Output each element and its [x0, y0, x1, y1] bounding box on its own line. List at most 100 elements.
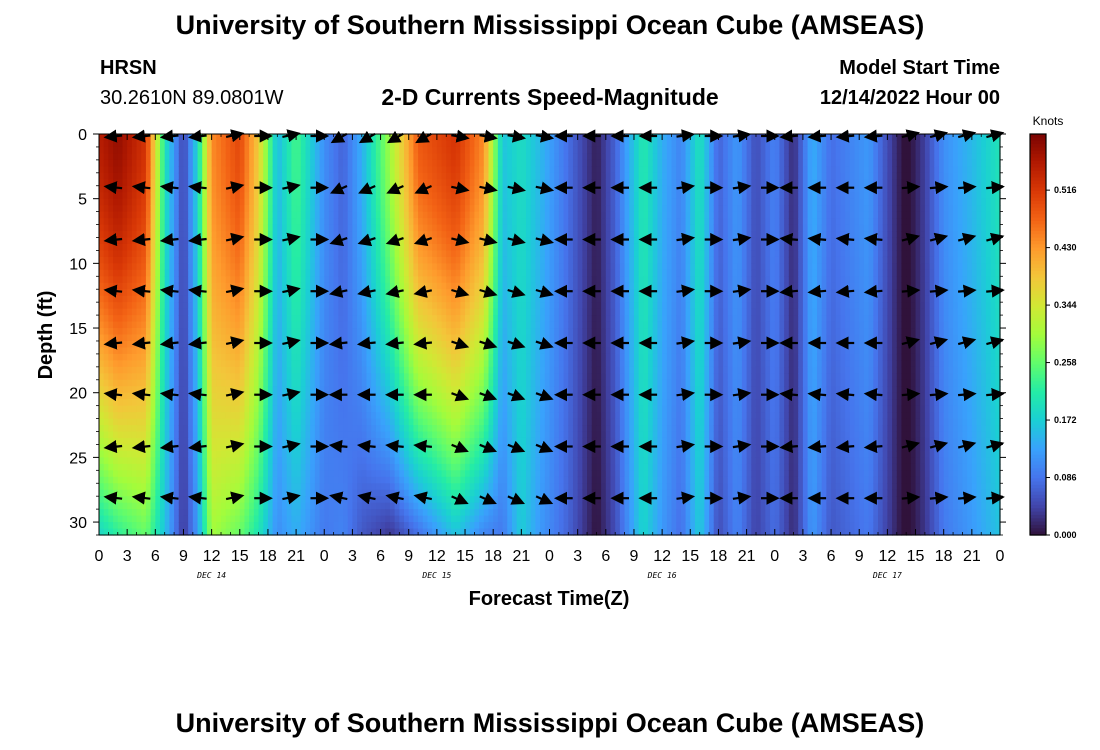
heat-cell — [211, 418, 217, 426]
heat-cell — [469, 340, 476, 349]
heat-cell — [113, 522, 119, 530]
heat-cell — [244, 340, 250, 349]
heat-cell — [436, 347, 443, 355]
heat-cell — [465, 476, 471, 484]
heat-cell — [202, 386, 208, 394]
heat-cell — [136, 353, 142, 361]
heat-cell — [422, 405, 429, 413]
heat-cell — [244, 502, 250, 510]
heat-cell — [141, 263, 147, 271]
heat-cell — [99, 295, 105, 303]
heat-cell — [155, 412, 161, 420]
heat-cell — [474, 328, 480, 336]
heat-cell — [178, 444, 185, 452]
heat-cell — [244, 289, 250, 297]
heat-cell — [117, 470, 124, 478]
heat-cell — [291, 522, 297, 530]
heat-cell — [324, 418, 330, 426]
heat-cell — [239, 172, 246, 180]
heat-cell — [211, 463, 217, 471]
heat-cell — [413, 153, 419, 161]
heat-cell — [103, 302, 109, 310]
heat-cell — [99, 509, 105, 517]
heat-cell — [450, 373, 457, 381]
heat-cell — [249, 496, 255, 504]
heat-cell — [272, 528, 278, 536]
heat-cell — [188, 373, 194, 381]
heat-cell — [160, 295, 166, 303]
heat-cell — [267, 321, 274, 329]
heat-cell — [305, 289, 311, 297]
heat-cell — [239, 470, 246, 478]
heat-cell — [239, 353, 246, 361]
heat-cell — [427, 140, 433, 148]
heat-cell — [117, 140, 124, 148]
heat-cell — [361, 502, 368, 510]
heat-cell — [314, 159, 321, 167]
heat-cell — [385, 373, 391, 381]
heat-cell — [202, 502, 208, 510]
heat-cell — [277, 243, 283, 252]
heat-cell — [216, 386, 222, 394]
heat-cell — [399, 146, 405, 155]
heat-cell — [385, 476, 391, 484]
heat-cell — [211, 528, 217, 536]
heat-cell — [141, 146, 147, 155]
heat-cell — [244, 231, 250, 239]
heat-cell — [160, 315, 166, 323]
heat-cell — [286, 437, 292, 446]
heat-cell — [296, 295, 302, 303]
heat-cell — [160, 153, 166, 161]
heat-cell — [150, 179, 156, 187]
heat-cell — [169, 366, 175, 374]
heat-cell — [141, 256, 147, 264]
heat-cell — [174, 334, 180, 342]
heat-cell — [244, 386, 250, 394]
heat-cell — [178, 379, 185, 387]
heat-cell — [418, 528, 424, 536]
heat-cell — [263, 276, 269, 284]
heat-cell — [310, 340, 316, 349]
heat-cell — [263, 153, 269, 161]
heat-cell — [446, 463, 452, 471]
heat-cell — [455, 146, 461, 155]
heat-cell — [460, 386, 466, 394]
heat-cell — [282, 509, 288, 517]
heat-cell — [422, 308, 429, 316]
heat-cell — [441, 522, 447, 530]
heat-cell — [469, 321, 476, 329]
heat-cell — [272, 256, 278, 264]
heat-cell — [328, 172, 335, 180]
heat-cell — [178, 308, 185, 316]
heat-cell — [131, 153, 138, 161]
heat-cell — [174, 463, 180, 471]
heat-cell — [122, 457, 128, 465]
heat-cell — [221, 386, 227, 394]
heat-cell — [117, 489, 124, 497]
heat-cell — [263, 450, 269, 458]
heat-cell — [352, 399, 358, 407]
heat-cell — [446, 140, 452, 148]
heat-cell — [352, 146, 358, 155]
heat-cell — [141, 366, 147, 374]
heat-cell — [253, 515, 260, 523]
heat-cell — [286, 502, 292, 510]
heat-cell — [385, 302, 391, 310]
heat-cell — [239, 515, 246, 523]
heat-cell — [399, 425, 405, 433]
heat-cell — [465, 282, 471, 290]
heat-cell — [357, 140, 363, 148]
heat-cell — [385, 509, 391, 517]
heat-cell — [474, 263, 480, 271]
heat-cell — [389, 334, 396, 342]
heat-cell — [413, 360, 419, 368]
heat-cell — [300, 211, 307, 219]
heat-cell — [263, 457, 269, 465]
heat-cell — [371, 392, 377, 400]
heat-cell — [253, 205, 260, 213]
heat-cell — [155, 250, 161, 258]
heat-cell — [375, 276, 382, 284]
heat-cell — [446, 172, 452, 180]
heat-cell — [178, 412, 185, 420]
heat-cell — [305, 269, 311, 277]
